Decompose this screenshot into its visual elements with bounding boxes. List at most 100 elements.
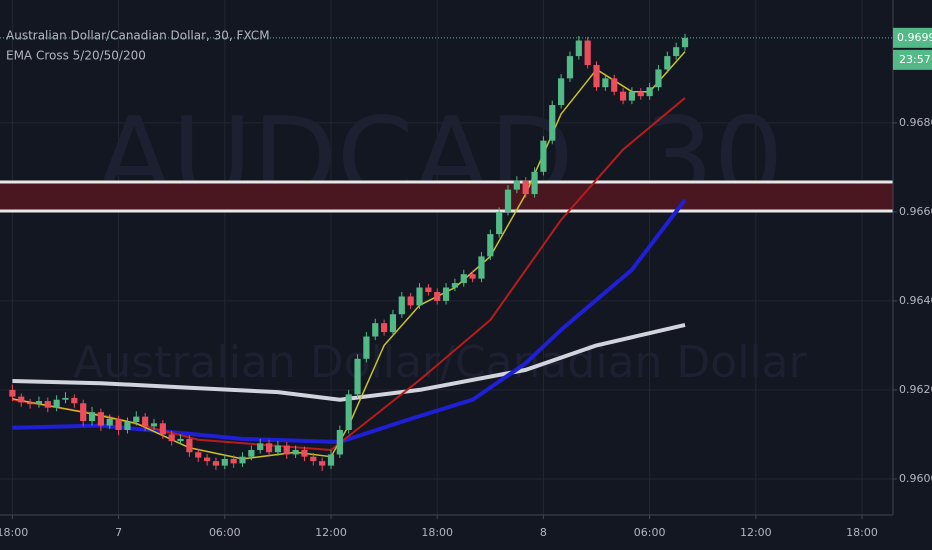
candle-body (646, 87, 653, 97)
x-tick-label: 12:00 (740, 526, 772, 539)
x-tick-label: 18:00 (846, 526, 878, 539)
candle-body (71, 397, 78, 404)
candle-body (575, 40, 582, 57)
candle-body (478, 256, 485, 279)
candle-body (673, 47, 680, 57)
candle-body (150, 423, 158, 427)
candle-body (212, 461, 220, 466)
candle-body (558, 78, 565, 106)
candle-body (204, 457, 211, 462)
x-tick-label: 8 (540, 526, 547, 539)
candle-body (133, 416, 140, 422)
candle-body (407, 296, 414, 306)
candle-body (345, 394, 352, 430)
candle-body (487, 234, 494, 257)
candle-body (611, 78, 618, 92)
candle-body (142, 416, 149, 427)
candle-body (584, 40, 591, 65)
candle-body (566, 56, 574, 79)
candle-body (496, 211, 503, 235)
last-price-label: 0.96991 (897, 31, 932, 44)
candle-body (602, 78, 609, 88)
candle-body (221, 458, 228, 466)
last-price-box (893, 27, 932, 48)
candle-body (168, 434, 175, 442)
x-tick-label: 12:00 (315, 526, 347, 539)
candle-body (354, 358, 361, 395)
candle-body (230, 458, 237, 464)
candle-body (469, 274, 476, 279)
candle-body (363, 336, 370, 359)
candle-body (265, 443, 273, 453)
candle-body (522, 180, 529, 195)
candle-body (398, 296, 405, 315)
candle-body (9, 389, 16, 397)
candle-body (292, 450, 299, 455)
candle-body (655, 69, 662, 88)
candle-body (62, 397, 69, 400)
candle-body (460, 274, 467, 284)
candle-body (593, 64, 600, 88)
candle-body (106, 418, 113, 426)
x-tick-label: 18:00 (421, 526, 453, 539)
candle-body (97, 412, 104, 426)
candle-body (425, 287, 432, 292)
x-tick-label: 7 (115, 526, 122, 539)
countdown-label: 23:57 (899, 53, 931, 66)
candle-body (186, 438, 193, 453)
candle-body (248, 450, 255, 457)
candle-body (44, 401, 51, 408)
candle-body (628, 91, 636, 101)
candle-body (504, 189, 512, 212)
candle-body (664, 56, 671, 70)
candle-layer (9, 33, 689, 471)
candle-body (274, 445, 281, 453)
countdown-box (893, 49, 932, 70)
candle-body (124, 421, 131, 430)
candle-body (195, 452, 202, 458)
candle-body (372, 323, 379, 337)
candle-body (540, 140, 547, 172)
candle-body (18, 396, 25, 403)
candle-body (336, 429, 343, 455)
candle-body (513, 180, 520, 190)
x-tick-label: 18:00 (0, 526, 28, 539)
y-tick-label: 0.96800 (899, 116, 932, 129)
ema-line (12, 322, 686, 402)
zone-layer (0, 180, 893, 213)
indicator-label: EMA Cross 5/20/50/200 (6, 49, 146, 63)
y-tick-label: 0.96600 (899, 205, 932, 218)
axes: 0.96000 0.96200 0.96400 0.96600 0.96800 18:00… (0, 27, 932, 539)
candle-body (177, 438, 184, 442)
candle-body (159, 423, 166, 435)
candle-body (389, 314, 397, 333)
chart-title: Australian Dollar/Canadian Dollar, 30, F… (6, 29, 270, 43)
candle-body (257, 443, 264, 451)
candle-body (637, 91, 644, 97)
candle-body (35, 401, 43, 405)
candle-body (239, 456, 246, 464)
candle-body (381, 323, 388, 333)
y-tick-label: 0.96400 (899, 294, 932, 307)
candle-body (80, 403, 87, 422)
candle-body (619, 91, 627, 101)
candle-body (451, 283, 459, 288)
y-tick-label: 0.96200 (899, 383, 932, 396)
candle-body (681, 37, 689, 48)
candle-body (327, 454, 335, 466)
candle-body (26, 402, 34, 405)
candle-body (549, 105, 556, 141)
candle-body (283, 445, 290, 455)
x-tick-label: 06:00 (634, 526, 666, 539)
candle-body (301, 450, 308, 457)
candle-body (442, 287, 450, 301)
candle-body (434, 291, 441, 301)
candle-body (319, 461, 326, 466)
candle-body (53, 399, 60, 408)
candle-body (115, 418, 122, 430)
y-tick-label: 0.96000 (899, 472, 932, 485)
candle-body (531, 171, 538, 195)
zone-band (0, 182, 893, 211)
